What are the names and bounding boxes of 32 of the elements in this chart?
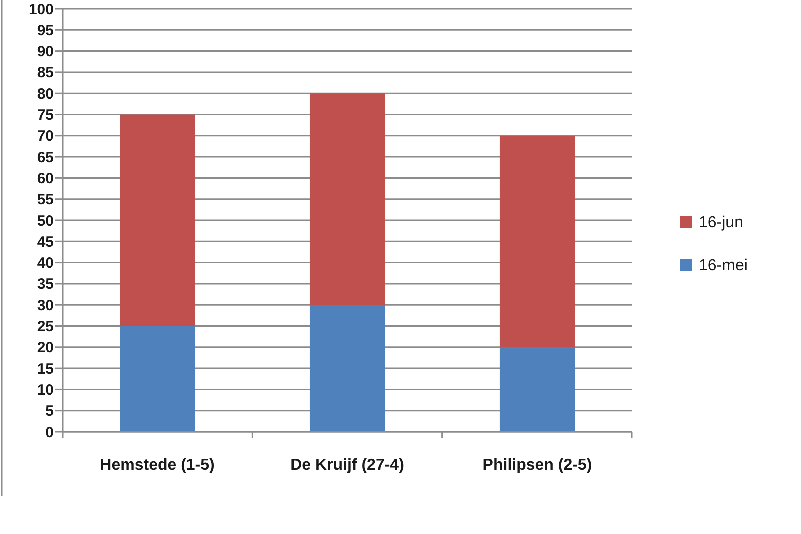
- y-tick-label: 20: [37, 340, 54, 357]
- bar: [500, 136, 576, 348]
- bar: [310, 94, 386, 306]
- y-tick-label: 65: [37, 149, 54, 166]
- bar: [120, 326, 196, 432]
- y-tick-label: 5: [46, 403, 54, 420]
- y-tick-label: 25: [37, 318, 54, 336]
- y-tick-label: 70: [37, 128, 54, 146]
- y-tick-label: 0: [46, 424, 54, 442]
- y-tick-label: 40: [37, 255, 54, 272]
- y-tick-label: 100: [28, 1, 54, 18]
- legend-label: 16-jun: [699, 214, 744, 232]
- y-tick-label: 95: [37, 22, 54, 40]
- legend-label: 16-mei: [699, 258, 748, 275]
- y-tick-label: 45: [37, 234, 54, 251]
- y-tick-label: 35: [37, 276, 54, 294]
- y-tick-label: 15: [37, 360, 54, 378]
- bar: [120, 114, 196, 326]
- bar: [310, 305, 386, 432]
- bar: [500, 347, 576, 432]
- y-tick-label: 50: [37, 212, 54, 230]
- y-tick-label: 80: [37, 86, 54, 103]
- y-tick-label: 30: [37, 297, 54, 314]
- y-tick-label: 75: [37, 107, 54, 124]
- y-tick-label: 55: [37, 192, 54, 209]
- y-tick-label: 90: [37, 44, 54, 61]
- y-tick-label: 60: [37, 170, 54, 188]
- y-tick-label: 10: [37, 382, 54, 399]
- x-tick-label: Hemstede (1-5): [100, 457, 215, 474]
- y-tick-label: 85: [37, 64, 54, 82]
- x-tick-label: De Kruijf (27-4): [290, 457, 404, 474]
- x-tick-label: Philipsen (2-5): [482, 457, 592, 474]
